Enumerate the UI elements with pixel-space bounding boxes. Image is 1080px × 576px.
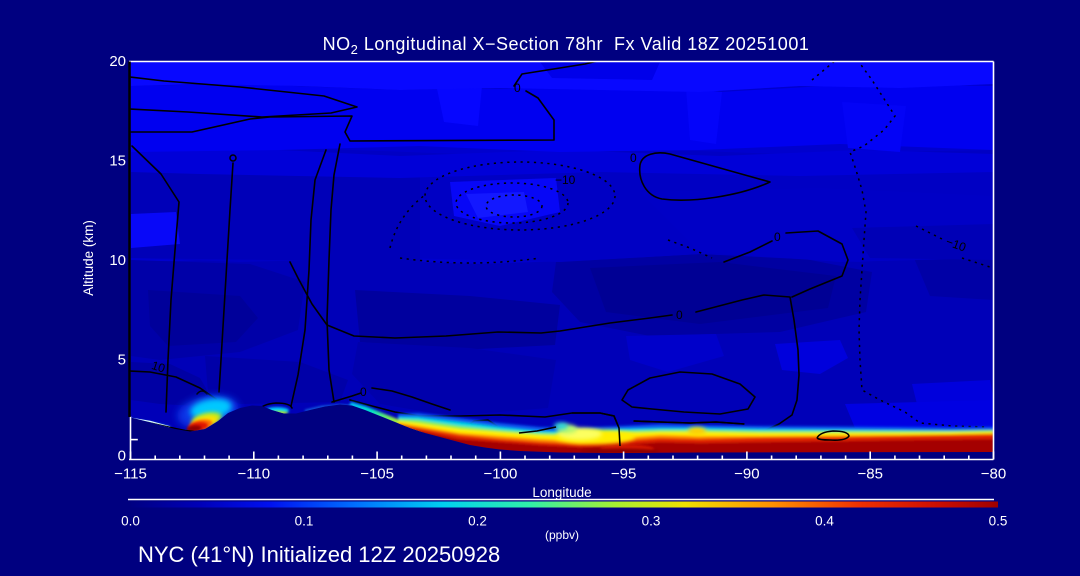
svg-text:15: 15 — [109, 153, 126, 170]
svg-text:−85: −85 — [857, 466, 882, 483]
svg-text:0.3: 0.3 — [642, 514, 661, 529]
svg-text:0.0: 0.0 — [121, 514, 140, 529]
svg-text:0.5: 0.5 — [989, 514, 1008, 529]
svg-text:(ppbv): (ppbv) — [545, 528, 579, 542]
svg-text:−80: −80 — [981, 466, 1006, 483]
svg-text:NYC (41°N) Initialized 12Z 202: NYC (41°N) Initialized 12Z 20250928 — [138, 542, 500, 567]
svg-text:−10: −10 — [944, 234, 968, 254]
svg-text:−110: −110 — [237, 466, 270, 483]
svg-text:0.4: 0.4 — [815, 514, 834, 529]
svg-text:0: 0 — [514, 81, 521, 95]
svg-text:0.1: 0.1 — [295, 514, 314, 529]
svg-text:−95: −95 — [611, 466, 636, 483]
svg-text:−105: −105 — [360, 466, 394, 483]
svg-text:0: 0 — [774, 230, 781, 244]
svg-text:0: 0 — [360, 385, 367, 399]
svg-text:0.2: 0.2 — [468, 514, 487, 529]
svg-text:0: 0 — [630, 151, 637, 165]
svg-text:−115: −115 — [114, 466, 147, 483]
svg-text:20: 20 — [109, 53, 126, 70]
svg-text:NO2 Longitudinal X−Section 78h: NO2 Longitudinal X−Section 78hr Fx Valid… — [323, 34, 810, 57]
svg-text:Longitude: Longitude — [532, 485, 591, 500]
svg-text:10: 10 — [109, 252, 126, 269]
svg-text:5: 5 — [118, 352, 126, 369]
svg-text:−90: −90 — [734, 466, 759, 483]
svg-text:10: 10 — [150, 358, 167, 376]
svg-text:0: 0 — [118, 448, 126, 465]
svg-text:−10: −10 — [555, 173, 576, 187]
svg-text:Altitude (km): Altitude (km) — [81, 220, 96, 296]
svg-text:0: 0 — [676, 308, 683, 322]
svg-text:−100: −100 — [484, 466, 518, 483]
